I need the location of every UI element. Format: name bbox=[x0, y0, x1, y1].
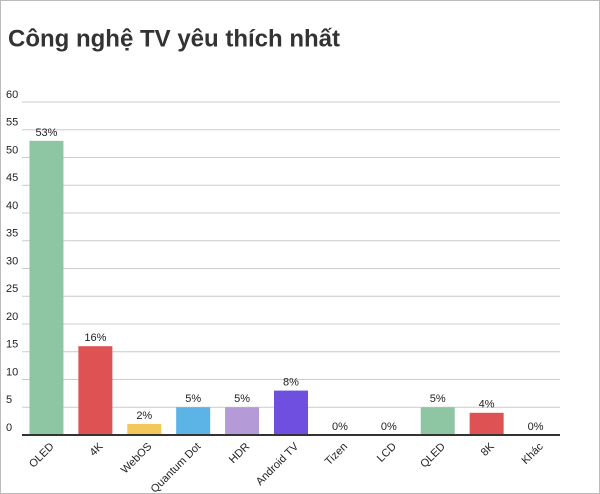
bar bbox=[176, 407, 211, 435]
bar bbox=[274, 390, 308, 435]
bar bbox=[225, 407, 260, 435]
y-tick-label: 35 bbox=[6, 228, 18, 240]
y-tick-label: 45 bbox=[6, 172, 18, 184]
bar bbox=[29, 140, 64, 435]
bar bbox=[469, 412, 504, 435]
y-tick-label: 10 bbox=[6, 366, 18, 378]
bar bbox=[78, 346, 113, 435]
value-label: 8% bbox=[283, 377, 299, 389]
value-label: 16% bbox=[84, 332, 106, 344]
bar bbox=[127, 423, 162, 435]
y-tick-label: 40 bbox=[6, 200, 18, 212]
value-label: 0% bbox=[381, 421, 397, 433]
chart-title: Công nghệ TV yêu thích nhất bbox=[8, 25, 340, 52]
y-tick-label: 60 bbox=[6, 89, 18, 101]
y-tick-label: 0 bbox=[6, 422, 12, 434]
y-tick-label: 55 bbox=[6, 117, 18, 129]
value-label: 0% bbox=[528, 421, 544, 433]
value-label: 5% bbox=[430, 393, 446, 405]
y-tick-label: 30 bbox=[6, 255, 18, 267]
value-label: 4% bbox=[479, 399, 495, 411]
value-label: 0% bbox=[332, 421, 348, 433]
y-tick-label: 25 bbox=[6, 283, 18, 295]
bar bbox=[420, 407, 455, 435]
y-tick-label: 5 bbox=[6, 394, 12, 406]
value-label: 53% bbox=[35, 127, 57, 139]
value-label: 5% bbox=[185, 393, 201, 405]
y-tick-label: 50 bbox=[6, 144, 18, 156]
y-tick-label: 20 bbox=[6, 311, 18, 323]
value-label: 2% bbox=[136, 410, 152, 422]
value-label: 5% bbox=[234, 393, 250, 405]
y-tick-label: 15 bbox=[6, 339, 18, 351]
